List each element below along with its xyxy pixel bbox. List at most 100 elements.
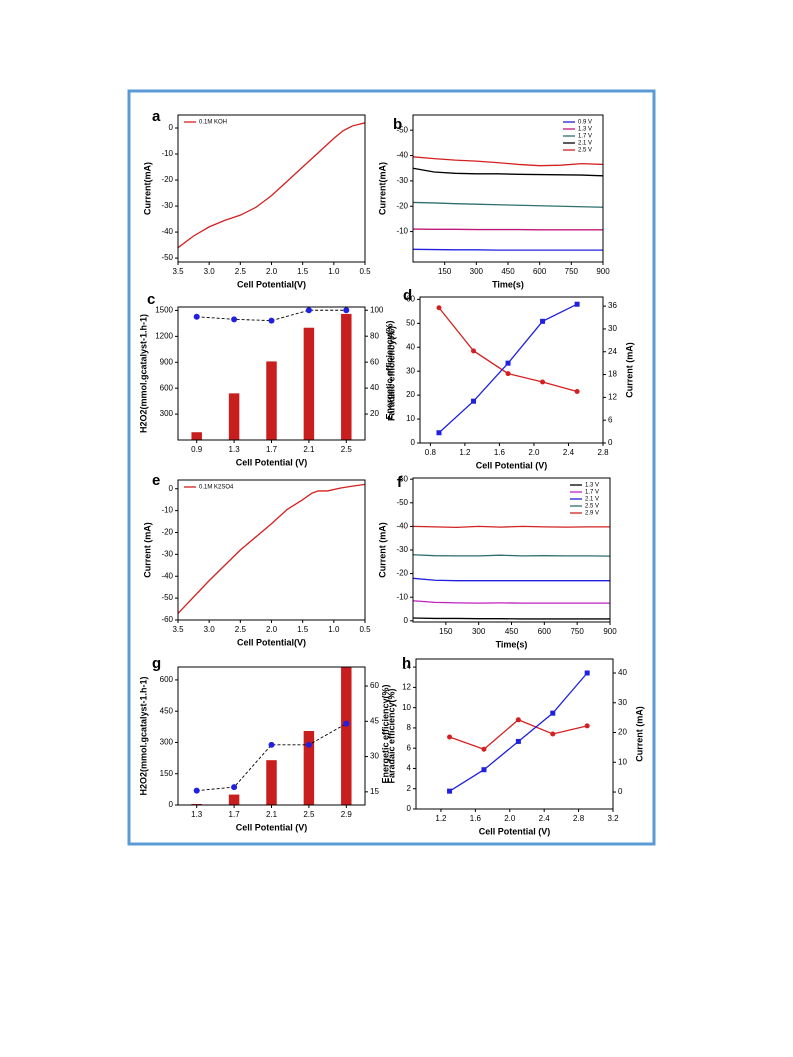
x-tick-label: 0.8	[425, 448, 437, 457]
x-tick-label: 2.0	[504, 814, 516, 823]
y-tick-label: 0	[169, 484, 174, 493]
y-axis-label: H2O2(mmol.gcatalyst-1.h-1)	[138, 314, 148, 433]
y2-axis-label: Faradaic efficiency(%)	[386, 688, 396, 783]
x-tick-label: 2.8	[573, 814, 585, 823]
x-axis-label: Cell Potential(V)	[237, 637, 306, 647]
y-tick-label: -10	[396, 227, 408, 236]
x-tick-label: 750	[570, 627, 584, 636]
y-tick-label: -30	[396, 545, 408, 554]
x-tick-label: 300	[470, 267, 484, 276]
y-tick-label: -50	[396, 125, 408, 134]
x-tick-label: 450	[501, 267, 515, 276]
y2-tick-label: 60	[370, 681, 379, 690]
y2-tick-label: 20	[618, 728, 627, 737]
y-tick-label: 12	[402, 682, 411, 691]
data-line	[412, 600, 610, 604]
data-point	[505, 360, 511, 366]
data-point	[471, 348, 477, 354]
x-tick-label: 2.0	[266, 625, 278, 634]
y2-tick-label: 100	[370, 305, 384, 314]
legend-label: 1.3 V	[578, 127, 592, 133]
legend-label: 0.1M KOH	[199, 120, 227, 126]
data-point	[447, 788, 453, 794]
data-line	[438, 303, 578, 434]
y-tick-label: -30	[161, 549, 173, 558]
x-tick-label: 3.0	[204, 267, 216, 276]
data-line	[412, 201, 604, 208]
x-tick-label: 2.0	[528, 448, 540, 457]
plot-frame	[177, 306, 366, 441]
x-tick-label: 2.5	[341, 445, 353, 454]
data-point	[231, 316, 238, 323]
y-tick-label: 0	[407, 804, 412, 813]
y2-tick-label: 80	[370, 331, 379, 340]
y-tick-label: 2	[407, 784, 412, 793]
x-tick-label: 1.2	[459, 448, 471, 457]
x-axis-label: Cell Potential(V)	[237, 279, 306, 289]
y-tick-label: 450	[160, 706, 174, 715]
y-tick-label: -50	[161, 253, 173, 262]
x-axis-label: Cell Potential (V)	[236, 457, 308, 467]
data-point	[584, 723, 590, 729]
legend-label: 0.1M K2SO4	[199, 485, 234, 491]
x-tick-label: 2.8	[597, 448, 609, 457]
x-tick-label: 0.5	[359, 267, 371, 276]
y-tick-label: 6	[407, 743, 412, 752]
bar	[228, 393, 240, 440]
bar	[191, 432, 202, 440]
data-point	[436, 430, 442, 436]
x-tick-label: 300	[472, 627, 486, 636]
x-tick-label: 600	[533, 267, 547, 276]
plot-frame	[412, 114, 604, 263]
panel-label: c	[147, 291, 155, 308]
y-tick-label: -30	[161, 201, 173, 210]
y-tick-label: -20	[161, 175, 173, 184]
data-line	[412, 525, 610, 528]
y-tick-label: -10	[161, 506, 173, 515]
x-tick-label: 1.7	[266, 445, 278, 454]
y2-tick-label: 24	[608, 347, 617, 356]
data-point	[471, 398, 477, 404]
y2-tick-label: 60	[370, 357, 379, 366]
data-line	[412, 554, 611, 557]
y2-tick-label: 12	[608, 392, 617, 401]
x-tick-label: 1.6	[470, 814, 482, 823]
plot-frame	[177, 479, 366, 621]
y2-tick-label: 36	[608, 301, 617, 310]
bar	[341, 313, 352, 440]
legend-label: 2.9 V	[585, 511, 599, 517]
y2-tick-label: 40	[370, 383, 379, 392]
legend-label: 1.7 V	[578, 134, 592, 140]
panel-label: g	[152, 655, 161, 672]
x-tick-label: 1.5	[297, 267, 309, 276]
y-tick-label: -20	[396, 569, 408, 578]
y-tick-label: -60	[396, 474, 408, 483]
data-line	[177, 483, 366, 614]
y2-tick-label: 40	[618, 668, 627, 677]
y-tick-label: 40	[406, 342, 415, 351]
legend-label: 2.5 V	[585, 504, 599, 510]
x-axis-label: Cell Potential (V)	[476, 460, 548, 470]
y-tick-label: 0	[169, 800, 174, 809]
y-tick-label: -40	[396, 151, 408, 160]
x-tick-label: 900	[596, 267, 610, 276]
data-point	[540, 379, 546, 385]
data-line	[196, 309, 347, 322]
y-tick-label: 1500	[155, 306, 173, 315]
data-point	[540, 318, 546, 324]
legend-label: 2.1 V	[578, 141, 592, 147]
panel-label: h	[402, 655, 411, 672]
x-tick-label: 900	[603, 627, 617, 636]
legend-label: 2.1 V	[585, 497, 599, 503]
y-tick-label: -40	[161, 571, 173, 580]
panel-label: a	[152, 108, 161, 125]
x-tick-label: 3.0	[204, 625, 216, 634]
x-tick-label: 1.6	[494, 448, 506, 457]
x-axis-label: Cell Potential (V)	[236, 822, 308, 832]
x-tick-label: 600	[538, 627, 552, 636]
data-point	[231, 784, 238, 791]
y-tick-label: -30	[396, 176, 408, 185]
y2-tick-label: 6	[608, 415, 613, 424]
y-axis-label: Current(mA)	[142, 162, 152, 215]
